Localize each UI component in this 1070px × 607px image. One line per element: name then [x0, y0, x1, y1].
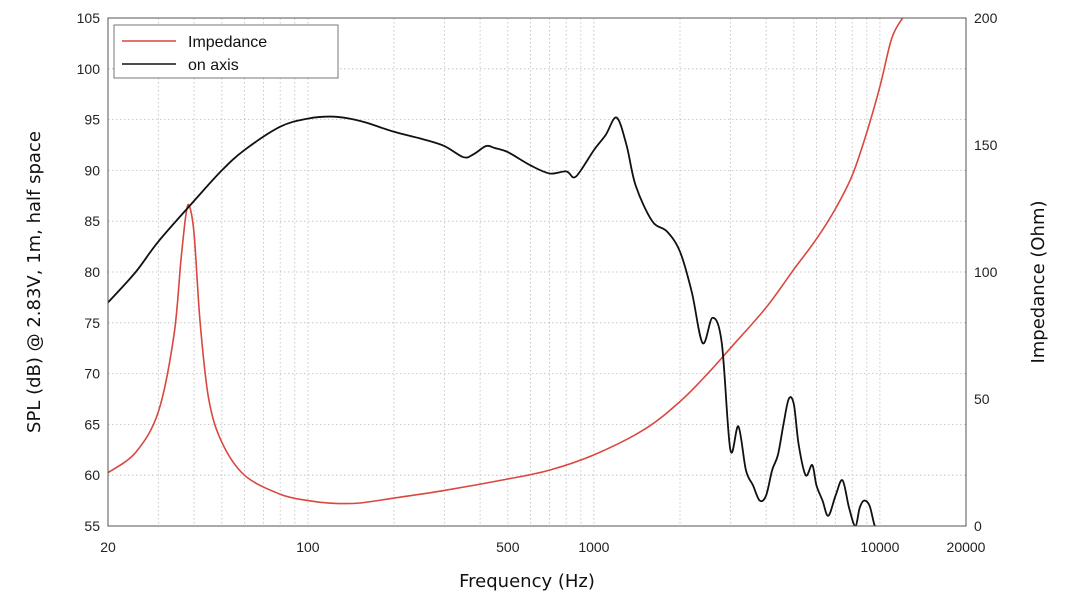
y-tick-label: 80 [84, 264, 100, 280]
x-tick-label: 20000 [947, 539, 986, 555]
series-line-on-axis [108, 115, 876, 526]
y2-tick-label: 0 [974, 518, 982, 534]
legend-label-on-axis: on axis [188, 57, 239, 74]
x-tick-label: 20 [100, 539, 116, 555]
x-tick-label: 1000 [578, 539, 609, 555]
y-tick-label: 100 [77, 61, 101, 77]
y2-tick-label: 50 [974, 391, 990, 407]
x-tick-label: 500 [496, 539, 520, 555]
y2-tick-label: 100 [974, 264, 998, 280]
y-tick-label: 95 [84, 112, 100, 128]
tick-labels: 55 60 65 70 75 80 85 90 95 100 105 0 50 100 150 200 20 10… [77, 10, 998, 555]
series-layer [108, 18, 904, 526]
y-tick-label: 60 [84, 467, 100, 483]
x-tick-label: 10000 [860, 539, 899, 555]
legend: Impedance on axis [113, 24, 339, 79]
y-tick-label: 105 [77, 10, 101, 26]
y-tick-label: 70 [84, 366, 100, 382]
y-tick-label: 75 [84, 315, 100, 331]
y2-axis-title: Impedance (Ohm) [1028, 200, 1049, 363]
y-tick-label: 65 [84, 416, 100, 432]
x-axis-title: Frequency (Hz) [459, 571, 595, 592]
y-tick-label: 55 [84, 518, 100, 534]
y2-tick-label: 150 [974, 137, 998, 153]
y-axis-title: SPL (dB) @ 2.83V, 1m, half space [24, 131, 45, 433]
series-line-impedance [108, 18, 904, 505]
y-tick-label: 85 [84, 213, 100, 229]
legend-box [113, 24, 339, 79]
y-tick-label: 90 [84, 162, 100, 178]
grid [108, 18, 966, 526]
plot-frame [107, 17, 967, 527]
y2-tick-label: 200 [974, 10, 998, 26]
x-tick-label: 100 [296, 539, 320, 555]
legend-label-impedance: Impedance [188, 34, 267, 51]
